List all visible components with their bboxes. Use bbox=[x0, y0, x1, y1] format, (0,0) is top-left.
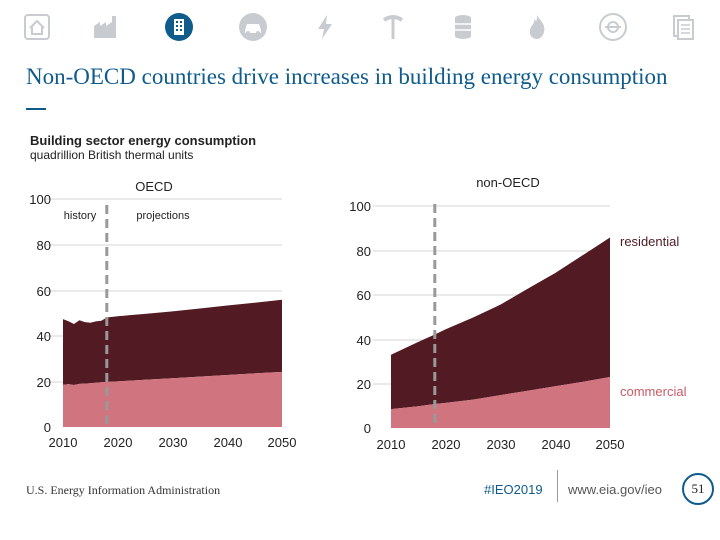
non-oecd-panel: non-OECD residential commercial 02040608… bbox=[349, 175, 686, 452]
non-oecd-xtick-label: 2010 bbox=[377, 437, 406, 452]
footer-divider bbox=[557, 470, 558, 502]
non-oecd-chart-title: non-OECD bbox=[476, 175, 540, 190]
oecd-ytick-label: 40 bbox=[37, 329, 51, 344]
oecd-history-label: history bbox=[64, 210, 97, 222]
non-oecd-residential-area bbox=[391, 237, 610, 410]
building-icon[interactable] bbox=[160, 8, 198, 46]
factory-icon[interactable] bbox=[86, 8, 124, 46]
title-underline bbox=[26, 108, 46, 110]
chart-subtitle: Building sector energy consumption bbox=[30, 133, 257, 148]
footer-hashtag[interactable]: #IEO2019 bbox=[484, 482, 543, 497]
residential-label: residential bbox=[620, 234, 679, 249]
chart-units: quadrillion British thermal units bbox=[30, 148, 194, 162]
oecd-commercial-area bbox=[63, 371, 282, 427]
flame-icon[interactable] bbox=[518, 8, 556, 46]
car-icon[interactable] bbox=[234, 8, 272, 46]
oecd-xtick-label: 2010 bbox=[49, 435, 78, 450]
pickaxe-icon[interactable] bbox=[374, 8, 412, 46]
topic-nav bbox=[0, 0, 720, 58]
commercial-label: commercial bbox=[620, 384, 687, 399]
page-number: 51 bbox=[682, 473, 714, 505]
oecd-xtick-label: 2040 bbox=[214, 435, 243, 450]
oecd-ytick-label: 80 bbox=[37, 238, 51, 253]
non-oecd-ytick-label: 20 bbox=[357, 377, 371, 392]
non-oecd-xtick-label: 2050 bbox=[596, 437, 625, 452]
oecd-projections-label: projections bbox=[136, 210, 190, 222]
page-title: Non-OECD countries drive increases in bu… bbox=[26, 64, 668, 89]
non-oecd-ytick-label: 80 bbox=[357, 244, 371, 259]
non-oecd-xtick-label: 2030 bbox=[487, 437, 516, 452]
footer-source: U.S. Energy Information Administration bbox=[26, 483, 221, 497]
oecd-ytick-label: 0 bbox=[44, 420, 51, 435]
oecd-ytick-label: 20 bbox=[37, 375, 51, 390]
oecd-residential-area bbox=[63, 299, 282, 386]
oecd-ytick-label: 60 bbox=[37, 284, 51, 299]
footer-url[interactable]: www.eia.gov/ieo bbox=[568, 482, 662, 497]
house-icon[interactable] bbox=[18, 8, 56, 46]
non-oecd-ytick-label: 60 bbox=[357, 288, 371, 303]
document-icon[interactable] bbox=[664, 8, 702, 46]
non-oecd-ytick-label: 40 bbox=[357, 333, 371, 348]
eia-logo-icon[interactable] bbox=[594, 8, 632, 46]
barrel-icon[interactable] bbox=[444, 8, 482, 46]
non-oecd-ytick-label: 100 bbox=[349, 199, 371, 214]
oecd-ytick-label: 100 bbox=[29, 192, 51, 207]
non-oecd-ytick-label: 0 bbox=[364, 421, 371, 436]
oecd-xtick-label: 2050 bbox=[268, 435, 297, 450]
oecd-xtick-label: 2030 bbox=[159, 435, 188, 450]
oecd-chart-title: OECD bbox=[135, 179, 173, 194]
non-oecd-xtick-label: 2040 bbox=[542, 437, 571, 452]
lightning-icon[interactable] bbox=[306, 8, 344, 46]
non-oecd-commercial-area bbox=[391, 376, 610, 428]
non-oecd-xtick-label: 2020 bbox=[432, 437, 461, 452]
oecd-xtick-label: 2020 bbox=[104, 435, 133, 450]
